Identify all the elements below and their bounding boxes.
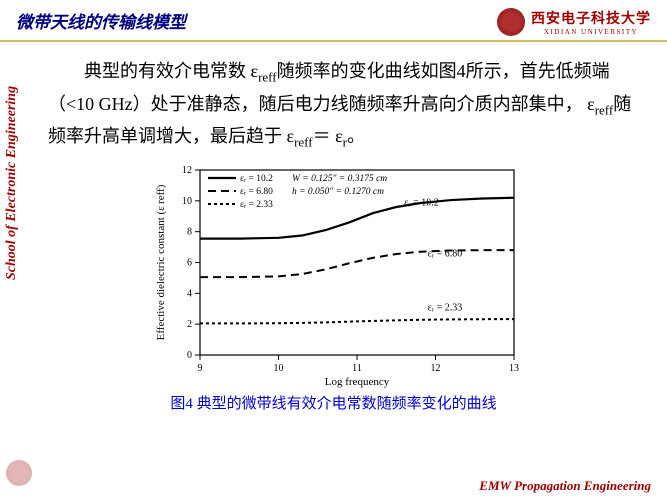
body-text-pre: 典型的有效介电常数 ε bbox=[84, 61, 258, 81]
svg-text:εᵣ = 10.2: εᵣ = 10.2 bbox=[240, 174, 273, 184]
svg-text:εᵣ = 2.33: εᵣ = 2.33 bbox=[427, 302, 462, 313]
subscript-3: reff bbox=[294, 135, 313, 150]
university-logo-icon bbox=[497, 8, 525, 36]
svg-text:11: 11 bbox=[352, 363, 362, 374]
svg-text:13: 13 bbox=[509, 363, 519, 374]
svg-text:εᵣ = 6.80: εᵣ = 6.80 bbox=[427, 248, 462, 259]
university-name-cn: 西安电子科技大学 bbox=[531, 8, 651, 28]
side-logo-icon bbox=[6, 460, 32, 486]
subscript-1: reff bbox=[258, 70, 277, 85]
effective-dielectric-chart: 9 10 11 12 13 0 2 4 6 8 10 12 Log frequency Effective… bbox=[144, 160, 524, 390]
body-text-end: 。 bbox=[347, 126, 365, 146]
svg-text:12: 12 bbox=[182, 165, 192, 176]
svg-text:10: 10 bbox=[273, 363, 283, 374]
svg-text:4: 4 bbox=[187, 288, 192, 299]
university-block: 西安电子科技大学 XIDIAN UNIVERSITY bbox=[497, 8, 651, 36]
chart-container: 9 10 11 12 13 0 2 4 6 8 10 12 Log frequency Effective… bbox=[0, 160, 667, 390]
svg-text:2: 2 bbox=[187, 319, 192, 330]
svg-text:Log frequency: Log frequency bbox=[324, 376, 389, 388]
subscript-2: reff bbox=[595, 102, 614, 117]
svg-text:9: 9 bbox=[197, 363, 202, 374]
svg-text:εᵣ = 10.2: εᵣ = 10.2 bbox=[404, 198, 439, 209]
slide-title: 微带天线的传输线模型 bbox=[16, 8, 186, 33]
svg-text:8: 8 bbox=[187, 227, 192, 238]
svg-text:W = 0.125″ = 0.3175 cm: W = 0.125″ = 0.3175 cm bbox=[292, 174, 387, 184]
svg-text:6: 6 bbox=[187, 258, 192, 269]
university-text: 西安电子科技大学 XIDIAN UNIVERSITY bbox=[531, 8, 651, 36]
body-text-mid3: ＝ ε bbox=[313, 126, 343, 146]
svg-text:12: 12 bbox=[430, 363, 440, 374]
svg-text:h = 0.050″ = 0.1270 cm: h = 0.050″ = 0.1270 cm bbox=[292, 187, 384, 197]
svg-text:10: 10 bbox=[182, 196, 192, 207]
svg-text:εᵣ = 6.80: εᵣ = 6.80 bbox=[240, 187, 273, 197]
footer-text: EMW Propagation Engineering bbox=[479, 478, 651, 494]
header: 微带天线的传输线模型 西安电子科技大学 XIDIAN UNIVERSITY bbox=[0, 0, 667, 42]
side-label: School of Electronic Engineering bbox=[4, 86, 20, 280]
figure-caption: 图4 典型的微带线有效介电常数随频率变化的曲线 bbox=[0, 392, 667, 413]
svg-text:0: 0 bbox=[187, 350, 192, 361]
svg-text:εᵣ = 2.33: εᵣ = 2.33 bbox=[240, 200, 273, 210]
body-paragraph: 典型的有效介电常数 εreff随频率的变化曲线如图4所示，首先低频端（<10 G… bbox=[0, 42, 667, 158]
svg-text:Effective dielectric constant: Effective dielectric constant (ε reff) bbox=[155, 184, 167, 340]
university-name-en: XIDIAN UNIVERSITY bbox=[531, 28, 651, 36]
